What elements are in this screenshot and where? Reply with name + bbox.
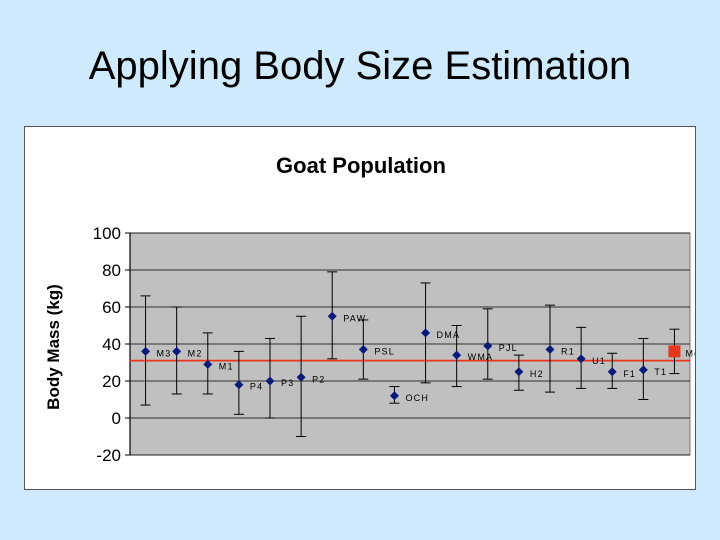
point-label: PSL: [374, 347, 395, 357]
y-tick-label: 0: [112, 409, 121, 428]
mean-data-point: [668, 345, 681, 358]
point-label: DMA: [437, 330, 461, 340]
point-label: OCH: [405, 393, 429, 403]
y-tick-label: 100: [93, 224, 121, 243]
point-label: PJL: [499, 343, 518, 353]
data-point: [296, 372, 306, 382]
point-label: R1: [561, 347, 575, 357]
data-point: [638, 365, 648, 375]
y-tick-label: 80: [102, 261, 121, 280]
y-tick-label: 40: [102, 335, 121, 354]
goat-population-chart: Goat Population Body Mass (kg) 100 80 60 40…: [44, 153, 720, 465]
point-label: P2: [312, 374, 325, 384]
point-label: U1: [592, 356, 606, 366]
data-point: [327, 311, 337, 321]
slide-title: Applying Body Size Estimation: [88, 44, 632, 88]
point-label: F1: [623, 369, 636, 379]
point-label: M1: [219, 361, 234, 371]
data-point: [545, 345, 555, 355]
data-point: [265, 376, 275, 386]
data-point: [452, 350, 462, 360]
y-tick-label: 20: [102, 372, 121, 391]
point-label: P3: [281, 378, 294, 388]
point-label: PAW: [343, 313, 366, 323]
data-point: [172, 346, 182, 356]
data-point: [576, 354, 586, 364]
point-label: M2: [188, 348, 203, 358]
data-point: [514, 367, 524, 377]
data-point: [358, 345, 368, 355]
data-point: [421, 328, 431, 338]
data-point: [483, 341, 493, 351]
data-point: [607, 367, 617, 377]
chart-title: Goat Population: [276, 153, 446, 178]
point-label: WMA: [468, 352, 494, 362]
point-label: M3: [157, 348, 172, 358]
point-label: P4: [250, 382, 263, 392]
chart-frame: Goat Population Body Mass (kg) 100 80 60 40…: [24, 126, 720, 490]
data-point: [234, 380, 244, 390]
point-label: Mean All: [685, 348, 695, 358]
point-label: T1: [654, 367, 667, 377]
data-point: [389, 391, 399, 401]
y-tick-label: -20: [96, 446, 121, 465]
point-label: H2: [530, 369, 544, 379]
data-point: [203, 359, 213, 369]
data-point: [141, 346, 151, 356]
y-tick-label: 60: [102, 298, 121, 317]
y-axis-title: Body Mass (kg): [44, 284, 63, 410]
